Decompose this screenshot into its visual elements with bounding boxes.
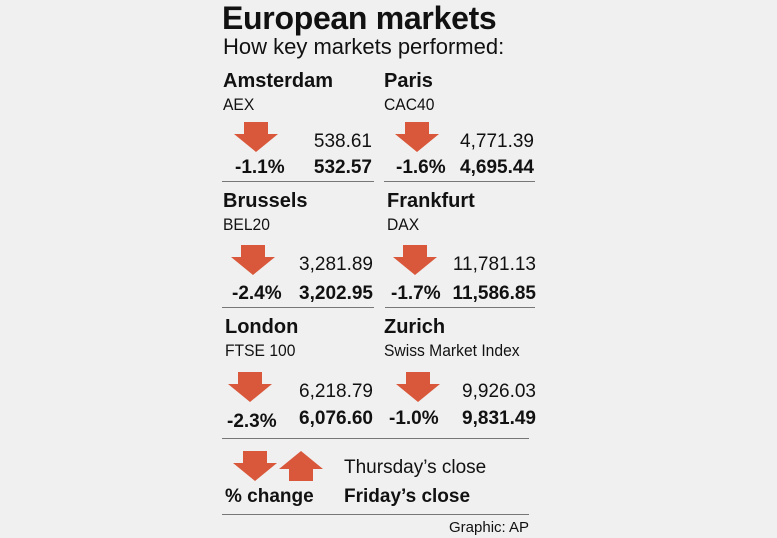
- index-name: FTSE 100: [225, 341, 296, 360]
- previous-close-value: 11,781.13: [452, 254, 536, 275]
- index-name: BEL20: [223, 215, 270, 234]
- previous-close-value: 9,926.03: [462, 381, 536, 402]
- city-name: Zurich: [384, 316, 446, 338]
- percent-change: -2.4%: [232, 283, 282, 304]
- page-subtitle: How key markets performed:: [223, 34, 505, 59]
- divider: [222, 181, 374, 182]
- legend-previous-close-label: Thursday’s close: [344, 457, 487, 478]
- city-name: Paris: [384, 70, 433, 92]
- up-arrow-icon: [279, 451, 323, 481]
- previous-close-value: 3,281.89: [299, 254, 373, 275]
- city-name: Frankfurt: [387, 190, 475, 212]
- city-name: Amsterdam: [223, 70, 334, 92]
- index-name: DAX: [387, 215, 420, 234]
- city-name: London: [225, 316, 299, 338]
- divider: [222, 307, 374, 308]
- friday-close-value: 6,076.60: [299, 408, 373, 429]
- divider: [384, 181, 535, 182]
- percent-change: -2.3%: [227, 411, 277, 432]
- down-arrow-icon: [396, 372, 440, 402]
- percent-change: -1.0%: [389, 408, 439, 429]
- previous-close-value: 4,771.39: [460, 131, 534, 152]
- friday-close-value: 11,586.85: [452, 283, 536, 304]
- down-arrow-icon: [393, 245, 437, 275]
- index-name: Swiss Market Index: [384, 341, 520, 360]
- down-arrow-icon: [228, 372, 272, 402]
- legend-friday-close-label: Friday’s close: [344, 486, 471, 507]
- percent-change: -1.7%: [391, 283, 441, 304]
- divider: [385, 307, 535, 308]
- divider: [222, 514, 529, 515]
- friday-close-value: 3,202.95: [299, 283, 373, 304]
- graphic-credit: Graphic: AP: [449, 519, 530, 536]
- city-name: Brussels: [223, 190, 308, 212]
- friday-close-value: 9,831.49: [462, 408, 536, 429]
- divider: [222, 438, 529, 439]
- down-arrow-icon: [231, 245, 275, 275]
- friday-close-value: 4,695.44: [460, 157, 534, 178]
- friday-close-value: 532.57: [313, 157, 372, 178]
- down-arrow-icon: [234, 122, 278, 152]
- down-arrow-icon: [233, 451, 277, 481]
- legend-change-label: % change: [225, 486, 314, 507]
- index-name: AEX: [223, 95, 255, 114]
- index-name: CAC40: [384, 95, 435, 114]
- previous-close-value: 6,218.79: [299, 381, 373, 402]
- page-title: European markets: [222, 0, 497, 36]
- percent-change: -1.1%: [235, 157, 285, 178]
- previous-close-value: 538.61: [313, 131, 372, 152]
- percent-change: -1.6%: [396, 157, 446, 178]
- down-arrow-icon: [395, 122, 439, 152]
